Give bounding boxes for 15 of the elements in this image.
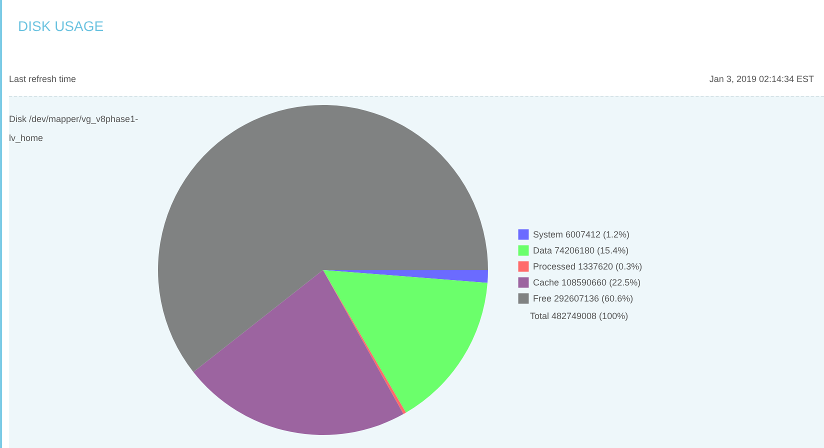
text: Last refresh time	[9, 74, 76, 84]
text: Total 482749008 (100%)	[530, 311, 628, 321]
pie-slice	[323, 270, 406, 414]
pie-slice	[193, 270, 404, 435]
text: Disk /dev/mapper/vg_v8phase1-lv_home	[9, 113, 140, 145]
text: Jan 3, 2019 02:14:34 EST	[709, 74, 814, 84]
pie-slice	[158, 105, 488, 372]
legend-label: System 6007412 (1.2%)	[533, 230, 630, 240]
pie-slice	[323, 270, 488, 283]
pie-slice	[323, 270, 488, 413]
legend-label: Cache 108590660 (22.5%)	[533, 278, 641, 288]
legend-label: Processed 1337620 (0.3%)	[533, 262, 642, 272]
legend-label: Free 292607136 (60.6%)	[533, 294, 634, 304]
chart-title: DISK USAGE	[18, 18, 104, 34]
legend-label: Data 74206180 (15.4%)	[533, 246, 629, 256]
